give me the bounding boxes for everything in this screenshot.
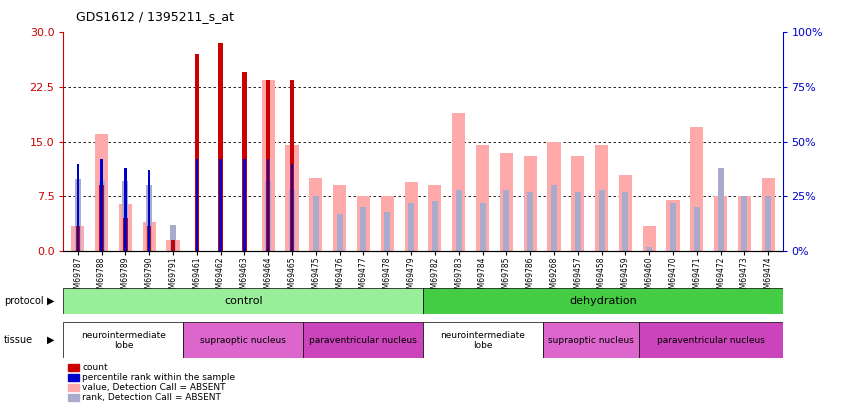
Text: control: control	[224, 296, 262, 306]
Bar	[123, 181, 129, 251]
Text: GDS1612 / 1395211_s_at: GDS1612 / 1395211_s_at	[76, 10, 234, 23]
Bar	[738, 196, 751, 251]
Bar	[118, 204, 132, 251]
Bar	[423, 322, 543, 358]
Bar	[99, 185, 104, 251]
Text: tissue: tissue	[4, 335, 33, 345]
Bar	[333, 185, 346, 251]
Bar	[423, 288, 783, 314]
Bar	[242, 72, 246, 251]
Bar	[310, 178, 322, 251]
Bar	[761, 178, 775, 251]
Bar	[646, 247, 652, 251]
Text: neurointermediate
lobe: neurointermediate lobe	[441, 330, 525, 350]
Bar	[95, 134, 108, 251]
Text: ▶: ▶	[47, 335, 54, 345]
Text: count: count	[82, 363, 107, 372]
Bar	[408, 203, 414, 251]
Bar	[476, 145, 489, 251]
Bar	[74, 179, 80, 251]
Bar	[766, 196, 772, 251]
Bar	[551, 185, 557, 251]
Bar	[547, 142, 561, 251]
Bar	[524, 156, 536, 251]
Bar	[694, 207, 700, 251]
Bar	[261, 80, 275, 251]
Text: neurointermediate
lobe: neurointermediate lobe	[81, 330, 166, 350]
Bar	[543, 322, 639, 358]
Text: ▶: ▶	[47, 296, 54, 306]
Text: value, Detection Call = ABSENT: value, Detection Call = ABSENT	[82, 383, 226, 392]
Bar	[267, 159, 269, 251]
Bar	[690, 127, 703, 251]
Bar	[714, 196, 728, 251]
Bar	[147, 226, 151, 251]
Bar	[741, 196, 747, 251]
Bar	[101, 159, 102, 251]
Bar	[63, 288, 423, 314]
Bar	[404, 182, 418, 251]
Bar	[503, 190, 509, 251]
Bar	[595, 145, 608, 251]
Bar	[357, 196, 370, 251]
Bar	[146, 185, 152, 251]
Text: supraoptic nucleus: supraoptic nucleus	[548, 336, 634, 345]
Text: rank, Detection Call = ABSENT: rank, Detection Call = ABSENT	[82, 393, 221, 402]
Bar	[195, 159, 198, 251]
Text: dehydration: dehydration	[569, 296, 637, 306]
Bar	[143, 222, 156, 251]
Text: protocol: protocol	[4, 296, 44, 306]
Bar	[124, 168, 127, 251]
Bar	[480, 203, 486, 251]
Bar	[243, 159, 245, 251]
Bar	[285, 145, 299, 251]
Bar	[184, 322, 303, 358]
Text: paraventricular nucleus: paraventricular nucleus	[656, 336, 765, 345]
Bar	[167, 240, 179, 251]
Bar	[291, 164, 294, 251]
Bar	[456, 190, 462, 251]
Bar	[639, 322, 783, 358]
Bar	[195, 54, 199, 251]
Bar	[381, 196, 394, 251]
Bar	[99, 181, 105, 251]
Bar	[303, 322, 423, 358]
Bar	[599, 190, 605, 251]
Bar	[623, 192, 629, 251]
Bar	[360, 207, 366, 251]
Bar	[219, 159, 222, 251]
Bar	[643, 226, 656, 251]
Bar	[618, 175, 632, 251]
Text: percentile rank within the sample: percentile rank within the sample	[82, 373, 235, 382]
Text: paraventricular nucleus: paraventricular nucleus	[309, 336, 417, 345]
Bar	[63, 322, 184, 358]
Bar	[574, 192, 580, 251]
Bar	[170, 225, 176, 251]
Bar	[218, 43, 222, 251]
Bar	[500, 153, 513, 251]
Bar	[266, 181, 272, 251]
Bar	[667, 200, 679, 251]
Bar	[337, 214, 343, 251]
Bar	[428, 185, 442, 251]
Bar	[670, 203, 676, 251]
Bar	[384, 212, 390, 251]
Bar	[171, 240, 175, 251]
Bar	[76, 164, 79, 251]
Bar	[717, 168, 723, 251]
Bar	[452, 113, 465, 251]
Bar	[124, 218, 128, 251]
Bar	[432, 201, 438, 251]
Bar	[75, 226, 80, 251]
Bar	[71, 226, 85, 251]
Bar	[289, 190, 295, 251]
Bar	[313, 196, 319, 251]
Text: supraoptic nucleus: supraoptic nucleus	[201, 336, 286, 345]
Bar	[571, 156, 585, 251]
Bar	[290, 80, 294, 251]
Bar	[148, 170, 151, 251]
Bar	[266, 80, 271, 251]
Bar	[527, 192, 533, 251]
